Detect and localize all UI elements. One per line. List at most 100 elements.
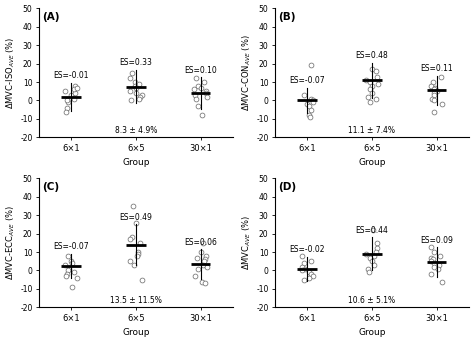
Point bbox=[368, 66, 376, 72]
Point bbox=[201, 281, 209, 286]
Text: (A): (A) bbox=[42, 12, 60, 22]
Point bbox=[194, 103, 202, 109]
Point bbox=[427, 83, 435, 89]
Text: (C): (C) bbox=[42, 182, 59, 192]
Point bbox=[362, 78, 369, 83]
Y-axis label: ΔMVC-ISO$_\mathit{AVE}$ (%): ΔMVC-ISO$_\mathit{AVE}$ (%) bbox=[5, 37, 18, 109]
Point bbox=[200, 259, 208, 264]
Point bbox=[298, 253, 306, 259]
Point bbox=[366, 255, 374, 260]
Point bbox=[68, 259, 75, 264]
Point bbox=[138, 277, 146, 282]
Point bbox=[70, 269, 77, 275]
Text: 10.6 ± 5.1%: 10.6 ± 5.1% bbox=[348, 297, 395, 305]
Point bbox=[430, 249, 438, 255]
Point bbox=[127, 98, 135, 103]
Point bbox=[65, 266, 73, 272]
Point bbox=[201, 257, 209, 262]
Text: ES=-0.07: ES=-0.07 bbox=[289, 76, 325, 85]
Point bbox=[71, 96, 78, 101]
Point bbox=[198, 113, 206, 118]
Point bbox=[429, 257, 437, 262]
Point bbox=[365, 269, 373, 275]
Text: 8.3 ± 4.9%: 8.3 ± 4.9% bbox=[115, 127, 157, 135]
Point bbox=[436, 253, 443, 259]
Point bbox=[373, 246, 381, 251]
Point bbox=[126, 76, 134, 81]
Point bbox=[63, 105, 71, 110]
Text: 11.1 ± 7.4%: 11.1 ± 7.4% bbox=[348, 127, 395, 135]
Point bbox=[300, 92, 308, 98]
Point bbox=[70, 87, 77, 92]
Point bbox=[427, 244, 435, 249]
Point bbox=[372, 96, 380, 101]
Point bbox=[202, 90, 210, 96]
Point bbox=[68, 284, 76, 290]
Point bbox=[369, 227, 377, 233]
Point bbox=[197, 249, 205, 255]
Text: ES=0.09: ES=0.09 bbox=[420, 236, 453, 245]
Point bbox=[372, 249, 380, 255]
Point bbox=[202, 253, 210, 259]
Text: ES=0.10: ES=0.10 bbox=[184, 66, 217, 75]
Point bbox=[202, 89, 210, 94]
Point bbox=[428, 96, 436, 101]
Point bbox=[431, 85, 439, 90]
Point bbox=[134, 251, 142, 256]
Point bbox=[136, 240, 144, 246]
Point bbox=[71, 90, 78, 96]
X-axis label: Group: Group bbox=[122, 158, 150, 167]
Point bbox=[310, 100, 317, 105]
Point bbox=[370, 262, 378, 268]
Point bbox=[369, 90, 376, 96]
Point bbox=[307, 259, 314, 264]
Text: ES=0.44: ES=0.44 bbox=[356, 226, 388, 235]
Point bbox=[366, 79, 374, 85]
Text: ES=0.49: ES=0.49 bbox=[119, 213, 152, 222]
Point bbox=[435, 262, 443, 268]
Y-axis label: ΔMVC$_\mathit{AVE}$ (%): ΔMVC$_\mathit{AVE}$ (%) bbox=[241, 215, 254, 271]
Point bbox=[67, 92, 75, 98]
X-axis label: Group: Group bbox=[358, 328, 386, 337]
Point bbox=[73, 275, 81, 280]
Point bbox=[61, 89, 69, 94]
Point bbox=[430, 109, 438, 114]
Point bbox=[438, 102, 446, 107]
Point bbox=[129, 203, 137, 209]
Point bbox=[126, 259, 134, 264]
Point bbox=[64, 268, 72, 273]
Point bbox=[438, 279, 445, 284]
Point bbox=[138, 92, 146, 98]
Point bbox=[203, 264, 211, 269]
Point bbox=[372, 68, 379, 74]
Point bbox=[306, 114, 314, 120]
Point bbox=[135, 96, 143, 101]
Point bbox=[73, 85, 81, 90]
Point bbox=[307, 272, 315, 277]
Point bbox=[62, 273, 69, 279]
Point bbox=[373, 74, 381, 79]
Point bbox=[62, 109, 70, 114]
Point bbox=[298, 268, 306, 273]
Point bbox=[371, 253, 378, 259]
Point bbox=[428, 272, 435, 277]
Point bbox=[365, 94, 372, 100]
Point bbox=[127, 236, 134, 242]
Point bbox=[430, 90, 438, 96]
Point bbox=[199, 240, 207, 246]
Text: ES=-0.02: ES=-0.02 bbox=[290, 245, 325, 254]
Point bbox=[63, 272, 71, 277]
Point bbox=[307, 63, 315, 68]
Point bbox=[362, 251, 370, 256]
Point bbox=[132, 85, 139, 90]
Point bbox=[191, 273, 199, 279]
Text: (B): (B) bbox=[278, 12, 295, 22]
Point bbox=[203, 94, 210, 100]
Point bbox=[368, 83, 376, 89]
Point bbox=[310, 273, 317, 279]
Text: ES=-0.01: ES=-0.01 bbox=[54, 71, 89, 80]
Point bbox=[429, 79, 437, 85]
Point bbox=[131, 83, 139, 89]
Point bbox=[192, 76, 200, 81]
Point bbox=[366, 100, 374, 105]
